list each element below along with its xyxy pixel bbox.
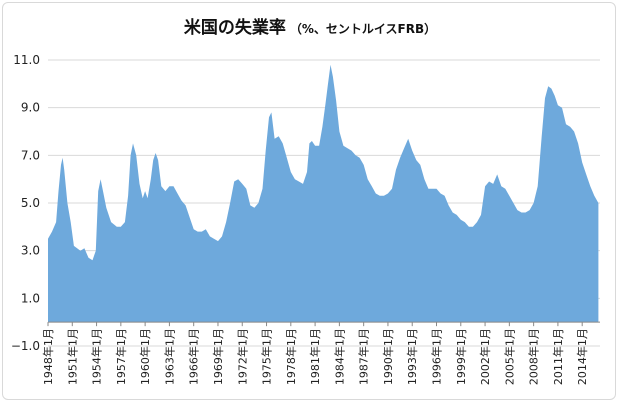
y-tick-label: 11.0 bbox=[13, 53, 40, 67]
x-tick-label: 1978年1月 bbox=[284, 328, 298, 385]
x-tick-label: 1996年1月 bbox=[430, 328, 444, 385]
x-tick-label: 1987年1月 bbox=[357, 328, 371, 385]
x-tick-label: 1990年1月 bbox=[381, 328, 395, 385]
x-tick-label: 1966年1月 bbox=[187, 328, 201, 385]
x-tick-label: 1960年1月 bbox=[138, 328, 152, 385]
y-tick-label: 3.0 bbox=[21, 244, 40, 258]
chart-title-main: 米国の失業率 bbox=[183, 18, 286, 38]
x-tick-label: 1969年1月 bbox=[211, 328, 225, 385]
x-tick-label: 2008年1月 bbox=[527, 328, 541, 385]
y-tick-label: 5.0 bbox=[21, 196, 40, 210]
y-tick-label: 1.0 bbox=[21, 291, 40, 305]
chart-title-unit: （%、セントルイスFRB） bbox=[289, 22, 437, 36]
x-tick-label: 1975年1月 bbox=[260, 328, 274, 385]
x-axis-ticks: 1948年1月 1951年1月 1954年1月 1957年1月 1960年1月 1963年… bbox=[41, 322, 589, 385]
x-tick-label: 1999年1月 bbox=[454, 328, 468, 385]
unemployment-area bbox=[48, 64, 599, 323]
x-tick-label: 1948年1月 bbox=[41, 328, 55, 385]
x-tick-label: 1972年1月 bbox=[235, 328, 249, 385]
y-tick-label: 7.0 bbox=[21, 148, 40, 162]
x-tick-label: 1993年1月 bbox=[405, 328, 419, 385]
x-tick-label: 2011年1月 bbox=[551, 328, 565, 385]
chart-frame bbox=[2, 2, 616, 400]
chart-title: 米国の失業率 （%、セントルイスFRB） bbox=[0, 13, 620, 38]
x-tick-label: 2002年1月 bbox=[478, 328, 492, 385]
x-tick-label: 1981年1月 bbox=[308, 328, 322, 385]
x-tick-label: 1954年1月 bbox=[90, 328, 104, 385]
x-tick-label: 1951年1月 bbox=[65, 328, 79, 385]
x-tick-label: 2005年1月 bbox=[502, 328, 516, 385]
y-axis-ticks: 11.0 9.0 7.0 5.0 3.0 1.0 −1.0 bbox=[11, 53, 40, 353]
x-tick-label: 1984年1月 bbox=[332, 328, 346, 385]
x-tick-label: 1963年1月 bbox=[162, 328, 176, 385]
x-tick-label: 2014年1月 bbox=[575, 328, 589, 385]
y-tick-label: −1.0 bbox=[11, 339, 40, 353]
y-tick-label: 9.0 bbox=[21, 101, 40, 115]
x-tick-label: 1957年1月 bbox=[114, 328, 128, 385]
